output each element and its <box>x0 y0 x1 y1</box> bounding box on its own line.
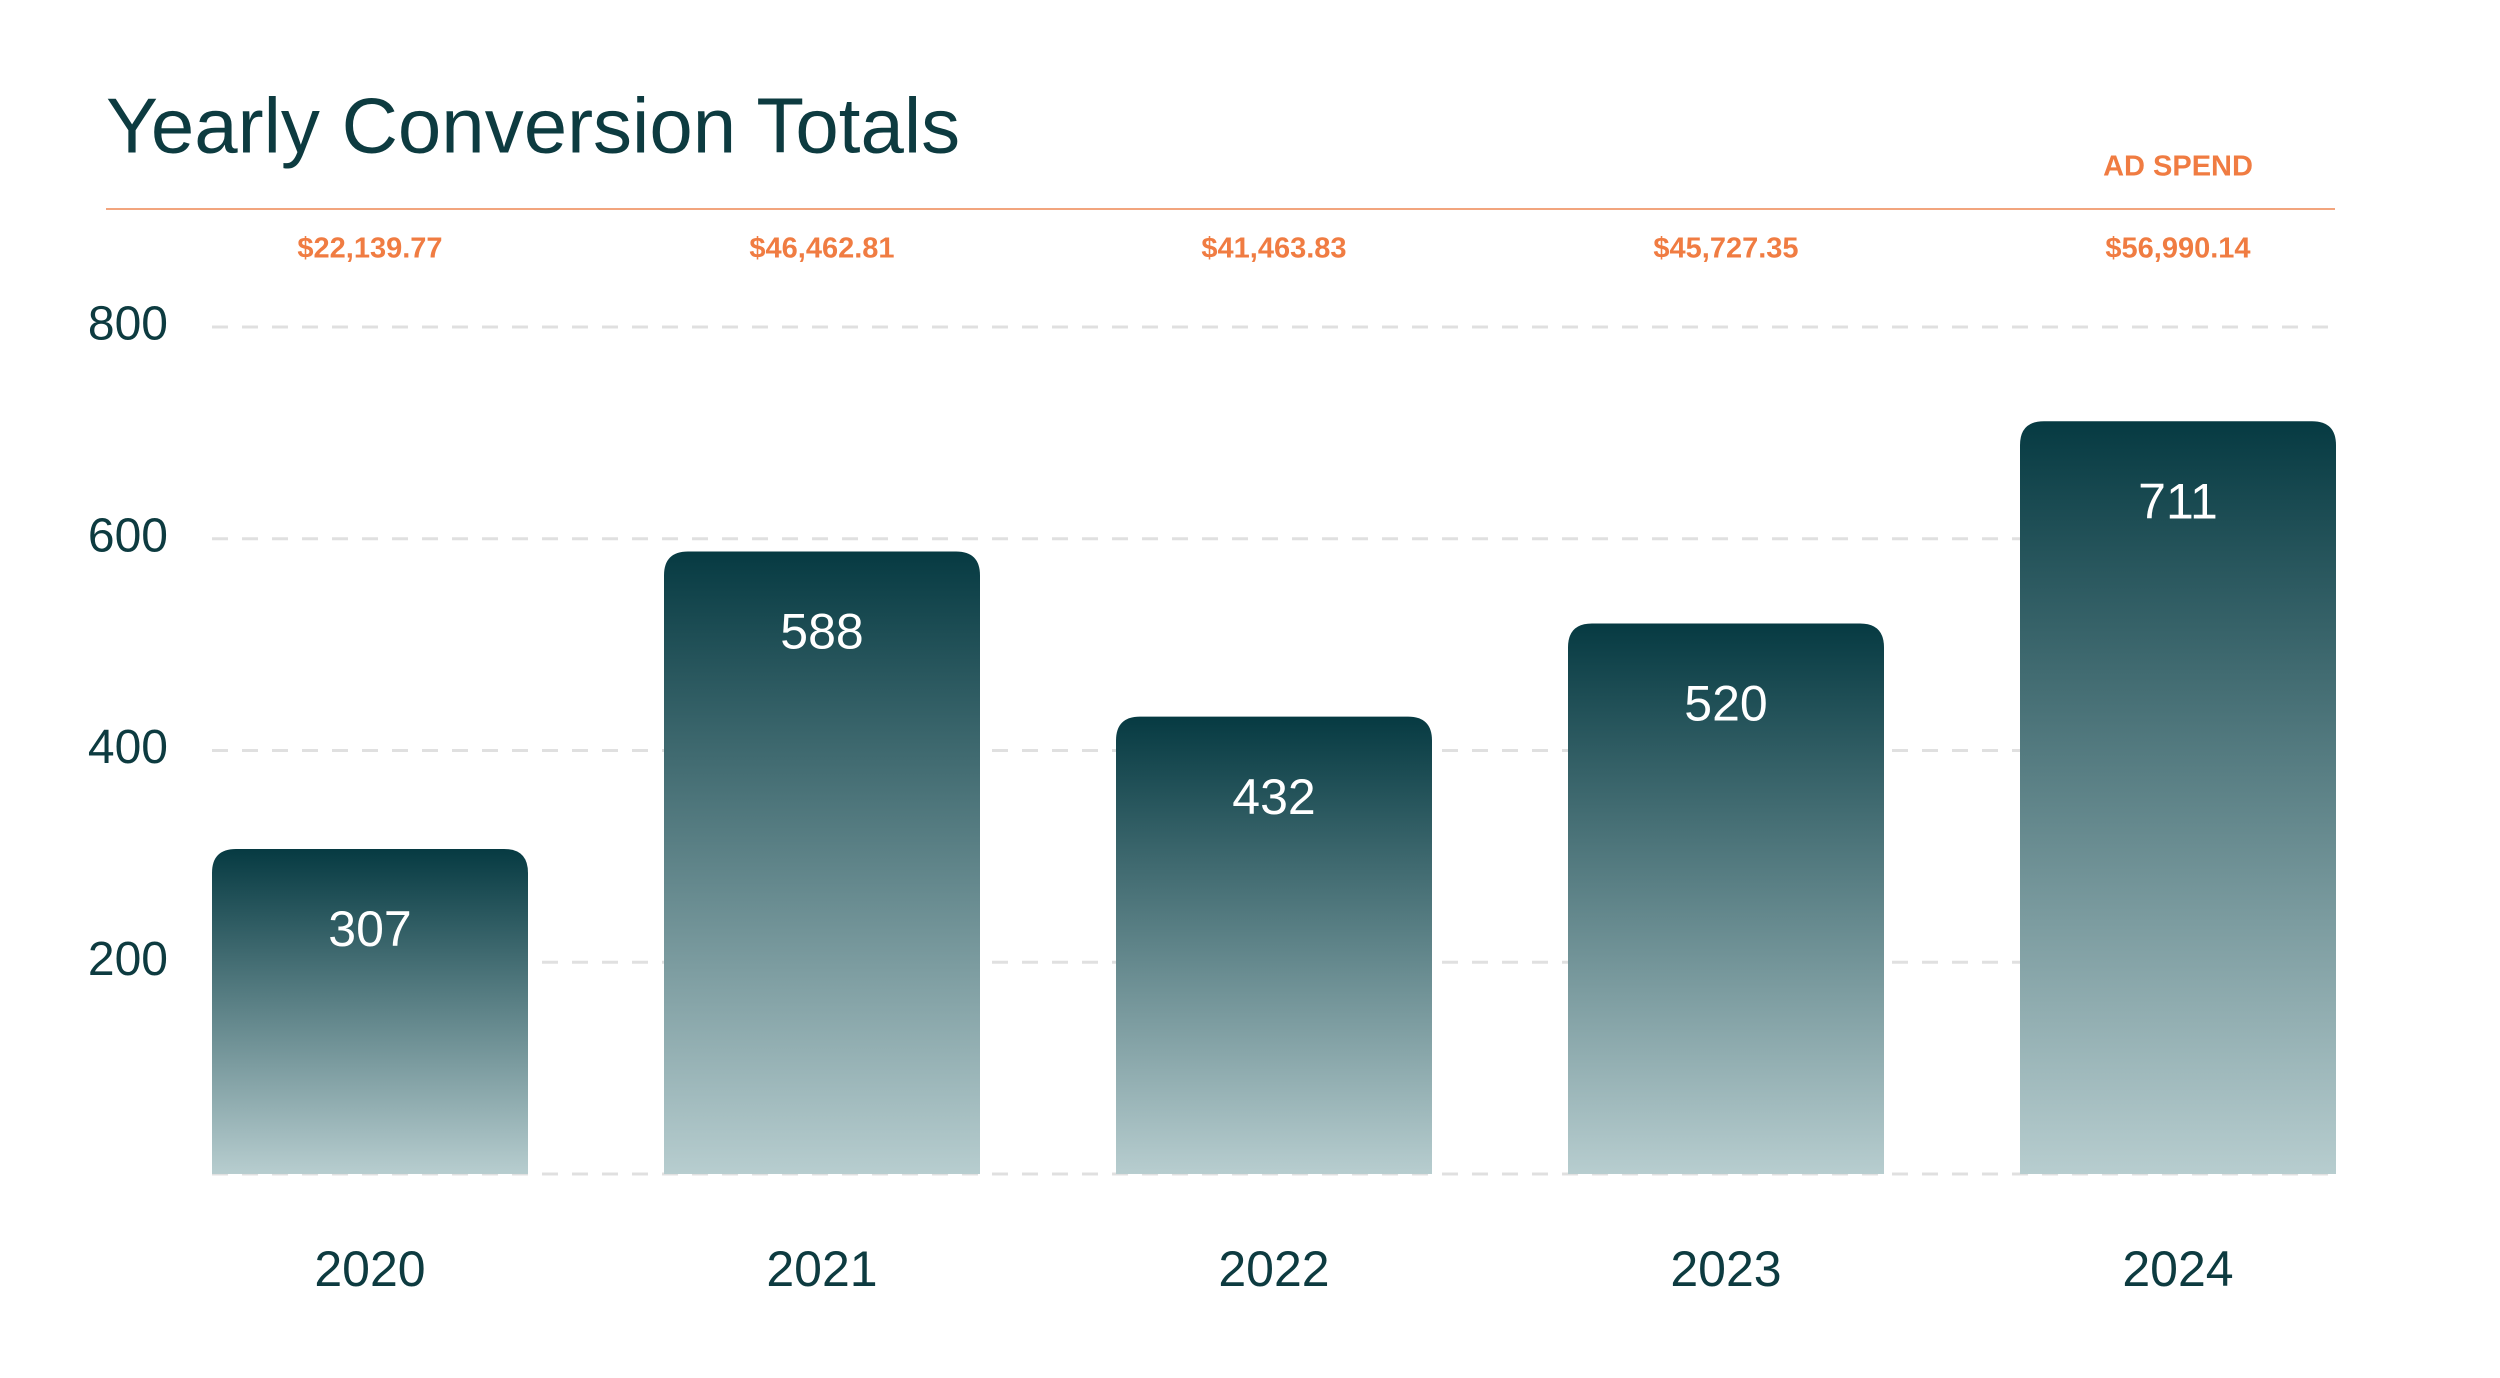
ad-spend-value: $45,727.35 <box>1653 233 1798 265</box>
x-tick-label: 2021 <box>766 1241 877 1297</box>
y-tick-label: 600 <box>88 509 168 562</box>
bar <box>2020 421 2336 1174</box>
ad-spend-label: AD SPEND <box>2103 151 2253 183</box>
bar <box>212 848 528 1174</box>
bar <box>664 551 980 1174</box>
value-label: 307 <box>328 901 411 957</box>
x-tick-label: 2020 <box>314 1241 425 1297</box>
ad-spend-value: $41,463.83 <box>1201 233 1346 265</box>
y-tick-label: 800 <box>88 298 168 351</box>
x-tick-label: 2023 <box>1670 1241 1781 1297</box>
y-tick-label: 400 <box>88 721 168 774</box>
value-label: 432 <box>1232 769 1315 825</box>
ad-spend-value: $56,990.14 <box>2105 233 2250 265</box>
bar <box>1116 716 1432 1174</box>
bar <box>1568 623 1884 1174</box>
value-label: 520 <box>1684 676 1767 732</box>
value-label: 711 <box>2138 473 2218 529</box>
x-tick-label: 2024 <box>2122 1241 2233 1297</box>
value-label: 588 <box>780 604 863 660</box>
x-tick-label: 2022 <box>1218 1241 1329 1297</box>
ad-spend-value: $22,139.77 <box>297 233 442 265</box>
ad-spend-value: $46,462.81 <box>749 233 894 265</box>
chart-title: Yearly Conversion Totals <box>106 82 960 170</box>
y-tick-label: 200 <box>88 933 168 986</box>
